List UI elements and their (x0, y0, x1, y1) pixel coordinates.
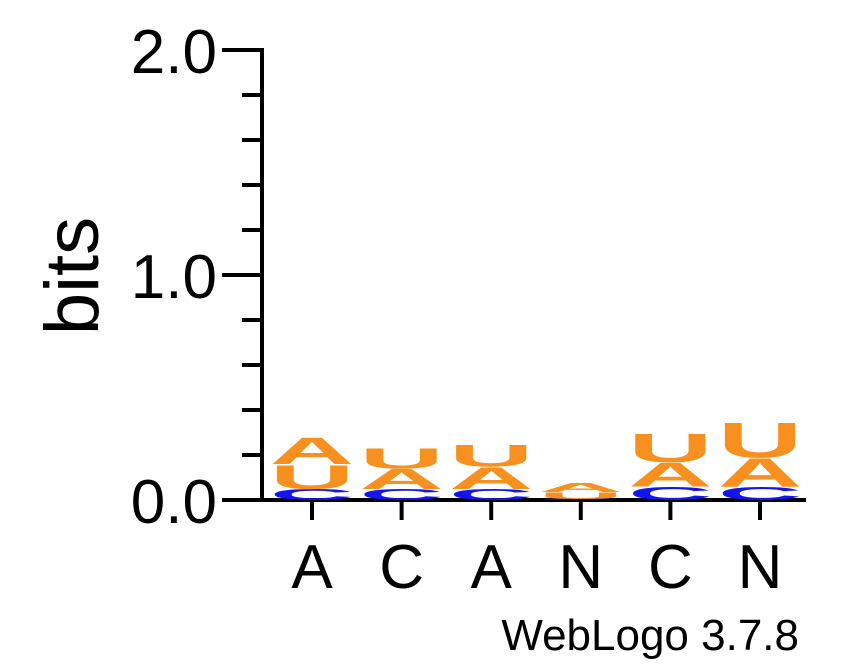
x-tick-label: A (291, 533, 333, 602)
y-ticks (222, 48, 262, 502)
logo-letter-C: C (718, 483, 802, 504)
logo-letter-U: U (718, 412, 802, 468)
y-tick-label: 0.0 (131, 468, 217, 537)
x-tick-label: N (738, 533, 783, 602)
logo-letter-A: A (628, 456, 712, 495)
x-tick-label: C (379, 533, 424, 602)
x-tick-label: A (471, 533, 513, 602)
x-ticks (310, 500, 762, 520)
footer-label: WebLogo 3.7.8 (501, 611, 799, 660)
letter-stack: CAU (628, 425, 712, 504)
logo-letter-C: C (270, 486, 354, 504)
logo-letter-A: A (270, 431, 354, 473)
logo-letter-A: A (539, 481, 623, 495)
logo-letter-A: A (449, 461, 533, 496)
y-tick-label: 1.0 (131, 243, 217, 312)
logo-letter-A: A (359, 463, 443, 495)
letter-stack: CAU (449, 438, 533, 503)
y-tick-labels: 0.0 1.0 2.0 (131, 18, 217, 537)
letter-stack: CUA (539, 481, 623, 501)
logo-letter-C: C (628, 483, 712, 504)
logo-letter-U: U (539, 490, 623, 501)
logo-letter-C: C (359, 486, 443, 504)
y-tick-label: 2.0 (131, 18, 217, 87)
logo-letter-U: U (628, 425, 712, 471)
logo-letter-A: A (718, 450, 802, 496)
logo-letter-U: U (359, 443, 443, 475)
letter-stack: CUA (270, 431, 354, 504)
letter-stack: CAU (359, 443, 443, 504)
letter-stack: CAU (718, 412, 802, 504)
logo-letter-C: C (449, 486, 533, 504)
logo-letter-U: U (270, 458, 354, 497)
x-tick-label: N (558, 533, 603, 602)
logo-letter-U: U (449, 438, 533, 473)
x-tick-label: C (648, 533, 693, 602)
logo-letter-C: C (539, 499, 623, 501)
y-axis-label: bits (30, 217, 115, 335)
